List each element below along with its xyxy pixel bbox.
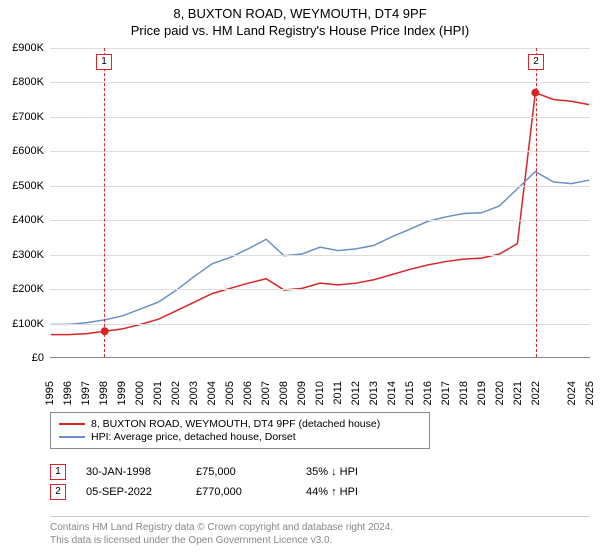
footer-line2: This data is licensed under the Open Gov… [50, 534, 590, 547]
y-axis-label: £400K [12, 214, 44, 226]
x-axis-label: 2020 [494, 381, 506, 405]
chart-legend: 8, BUXTON ROAD, WEYMOUTH, DT4 9PF (detac… [50, 412, 430, 449]
x-axis-label: 1999 [116, 381, 128, 405]
marker-line [104, 48, 105, 357]
x-axis-label: 2010 [314, 381, 326, 405]
footer-line1: Contains HM Land Registry data © Crown c… [50, 521, 590, 534]
x-axis-label: 1998 [98, 381, 110, 405]
x-axis-label: 2019 [476, 381, 488, 405]
legend-swatch [59, 423, 85, 425]
legend-row: 8, BUXTON ROAD, WEYMOUTH, DT4 9PF (detac… [59, 418, 421, 430]
legend-row: HPI: Average price, detached house, Dors… [59, 431, 421, 443]
x-axis-label: 2003 [188, 381, 200, 405]
title-block: 8, BUXTON ROAD, WEYMOUTH, DT4 9PF Price … [0, 0, 600, 38]
transaction-date: 30-JAN-1998 [86, 466, 176, 478]
table-row: 1 30-JAN-1998 £75,000 35% ↓ HPI [50, 464, 590, 480]
x-axis-label: 2016 [422, 381, 434, 405]
x-axis-label: 1997 [80, 381, 92, 405]
transaction-date: 05-SEP-2022 [86, 486, 176, 498]
x-axis-label: 2025 [584, 381, 596, 405]
transaction-price: £75,000 [196, 466, 286, 478]
x-axis-label: 2013 [368, 381, 380, 405]
x-axis-label: 2004 [206, 381, 218, 405]
transaction-badge: 1 [50, 464, 66, 480]
chart-svg [50, 48, 590, 357]
x-axis-label: 2024 [566, 381, 578, 405]
x-axis-label: 1996 [62, 381, 74, 405]
x-axis-label: 2018 [458, 381, 470, 405]
y-axis-label: £300K [12, 249, 44, 261]
y-axis-label: £100K [12, 318, 44, 330]
y-axis-label: £0 [32, 352, 44, 364]
marker-badge: 1 [96, 54, 112, 70]
x-axis-label: 2008 [278, 381, 290, 405]
x-axis-label: 1995 [44, 381, 56, 405]
x-axis-label: 2000 [134, 381, 146, 405]
table-row: 2 05-SEP-2022 £770,000 44% ↑ HPI [50, 484, 590, 500]
x-axis-label: 2022 [530, 381, 542, 405]
y-axis-label: £900K [12, 42, 44, 54]
legend-label: 8, BUXTON ROAD, WEYMOUTH, DT4 9PF (detac… [91, 418, 380, 430]
x-axis-label: 2002 [170, 381, 182, 405]
chart-title-address: 8, BUXTON ROAD, WEYMOUTH, DT4 9PF [0, 6, 600, 21]
legend-label: HPI: Average price, detached house, Dors… [91, 431, 296, 443]
transaction-delta: 35% ↓ HPI [306, 466, 396, 478]
chart-container: 8, BUXTON ROAD, WEYMOUTH, DT4 9PF Price … [0, 0, 600, 560]
y-axis-label: £700K [12, 111, 44, 123]
x-axis-label: 2011 [332, 381, 344, 405]
x-axis-label: 2015 [404, 381, 416, 405]
transaction-badge: 2 [50, 484, 66, 500]
y-axis-label: £600K [12, 145, 44, 157]
transaction-price: £770,000 [196, 486, 286, 498]
x-axis-label: 2014 [386, 381, 398, 405]
y-axis-label: £500K [12, 180, 44, 192]
marker-badge: 2 [528, 54, 544, 70]
x-axis-label: 2007 [260, 381, 272, 405]
legend-swatch [59, 436, 85, 438]
y-axis-label: £800K [12, 76, 44, 88]
x-axis-label: 2001 [152, 381, 164, 405]
transaction-delta: 44% ↑ HPI [306, 486, 396, 498]
x-axis-label: 2012 [350, 381, 362, 405]
chart-title-subtitle: Price paid vs. HM Land Registry's House … [0, 23, 600, 38]
x-axis-label: 2017 [440, 381, 452, 405]
chart-footer: Contains HM Land Registry data © Crown c… [50, 516, 590, 547]
x-axis-label: 2009 [296, 381, 308, 405]
chart-plot-area: £0£100K£200K£300K£400K£500K£600K£700K£80… [50, 48, 590, 358]
y-axis-label: £200K [12, 283, 44, 295]
x-axis-label: 2005 [224, 381, 236, 405]
x-axis-label: 2021 [512, 381, 524, 405]
x-axis-label: 2006 [242, 381, 254, 405]
marker-line [536, 48, 537, 357]
transactions-table: 1 30-JAN-1998 £75,000 35% ↓ HPI 2 05-SEP… [50, 460, 590, 504]
